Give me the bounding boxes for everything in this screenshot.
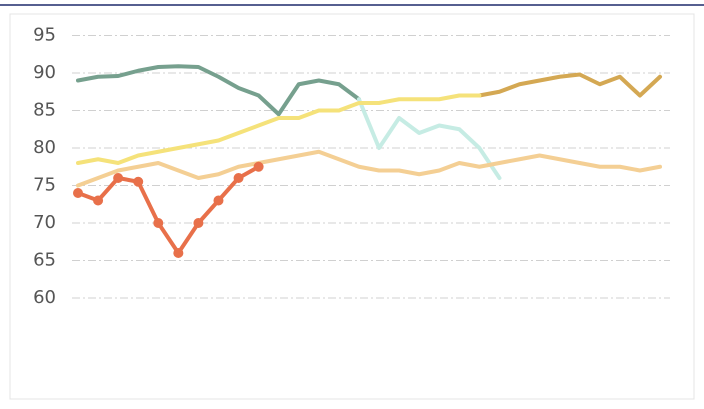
series-line bbox=[76, 64, 361, 117]
y-tick-label: 75 bbox=[33, 175, 56, 196]
point-marker bbox=[93, 195, 104, 206]
series-line bbox=[477, 72, 662, 98]
series-line bbox=[76, 93, 482, 165]
y-tick-label: 80 bbox=[33, 137, 56, 158]
point-marker bbox=[133, 176, 144, 187]
y-tick-label: 85 bbox=[33, 100, 56, 121]
point-marker bbox=[233, 173, 244, 183]
point-marker bbox=[253, 161, 264, 172]
y-tick-label: 90 bbox=[33, 62, 56, 83]
series-line bbox=[76, 164, 261, 255]
series-line bbox=[76, 149, 662, 188]
y-tick-label: 65 bbox=[33, 250, 56, 271]
point-marker bbox=[213, 195, 224, 206]
y-tick-label: 60 bbox=[33, 287, 56, 308]
point-marker bbox=[153, 218, 164, 228]
y-tick-label: 70 bbox=[33, 212, 56, 233]
chart-frame bbox=[9, 13, 695, 400]
point-marker bbox=[193, 218, 204, 228]
y-tick-label: 95 bbox=[33, 25, 56, 46]
point-marker bbox=[73, 188, 83, 198]
series-line bbox=[356, 97, 502, 180]
point-marker bbox=[173, 248, 184, 258]
point-marker bbox=[113, 173, 124, 183]
